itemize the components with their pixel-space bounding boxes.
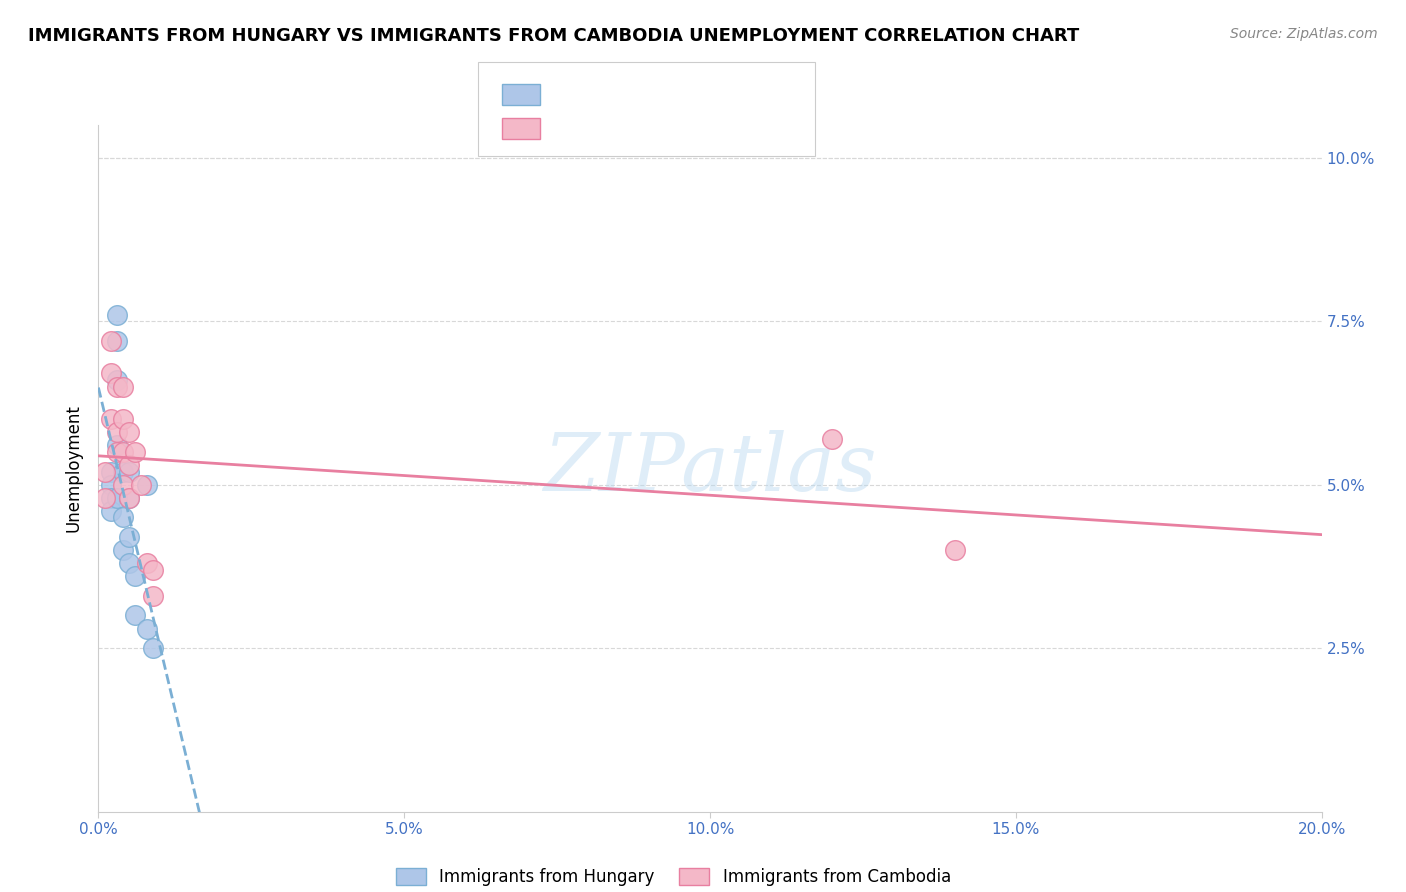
Point: [142, 589, 165, 603]
Point: [136, 477, 159, 491]
Point: [93, 491, 115, 505]
Point: [118, 530, 141, 544]
Y-axis label: Unemployment: Unemployment: [65, 404, 83, 533]
Point: [105, 334, 128, 348]
Point: [105, 373, 128, 387]
Point: [136, 556, 159, 570]
Point: [124, 569, 146, 583]
Point: [118, 556, 141, 570]
Point: [118, 425, 141, 440]
Point: [118, 458, 141, 472]
Text: -0.294: -0.294: [588, 120, 647, 137]
Point: [124, 445, 146, 459]
Point: [118, 491, 141, 505]
Point: [118, 491, 141, 505]
Point: [100, 477, 122, 491]
Point: [100, 334, 122, 348]
Point: [100, 412, 122, 426]
Point: [111, 412, 134, 426]
Point: [100, 465, 122, 479]
Text: N =: N =: [652, 86, 689, 103]
Text: Source: ZipAtlas.com: Source: ZipAtlas.com: [1230, 27, 1378, 41]
Point: [105, 425, 128, 440]
Point: [105, 491, 128, 505]
Point: [111, 379, 134, 393]
Point: [111, 477, 134, 491]
Point: [111, 445, 134, 459]
Point: [124, 608, 146, 623]
Text: ZIPatlas: ZIPatlas: [543, 430, 877, 507]
Point: [129, 477, 152, 491]
Text: R =: R =: [551, 86, 588, 103]
Point: [142, 563, 165, 577]
Text: 0.040: 0.040: [588, 86, 640, 103]
Point: [118, 465, 141, 479]
Point: [111, 510, 134, 524]
Point: [100, 491, 122, 505]
Point: [105, 438, 128, 452]
Point: [111, 543, 134, 558]
Point: [100, 504, 122, 518]
Point: [105, 308, 128, 322]
Text: IMMIGRANTS FROM HUNGARY VS IMMIGRANTS FROM CAMBODIA UNEMPLOYMENT CORRELATION CHA: IMMIGRANTS FROM HUNGARY VS IMMIGRANTS FR…: [28, 27, 1080, 45]
Point: [105, 445, 128, 459]
Point: [100, 367, 122, 381]
Point: [105, 379, 128, 393]
Point: [943, 543, 966, 558]
Point: [821, 432, 844, 446]
Text: R =: R =: [551, 120, 588, 137]
Point: [111, 465, 134, 479]
Text: N =: N =: [652, 120, 689, 137]
Point: [142, 641, 165, 656]
Text: 22: 22: [689, 120, 713, 137]
Legend: Immigrants from Hungary, Immigrants from Cambodia: Immigrants from Hungary, Immigrants from…: [389, 861, 957, 892]
Point: [136, 622, 159, 636]
Text: 21: 21: [689, 86, 711, 103]
Point: [93, 465, 115, 479]
